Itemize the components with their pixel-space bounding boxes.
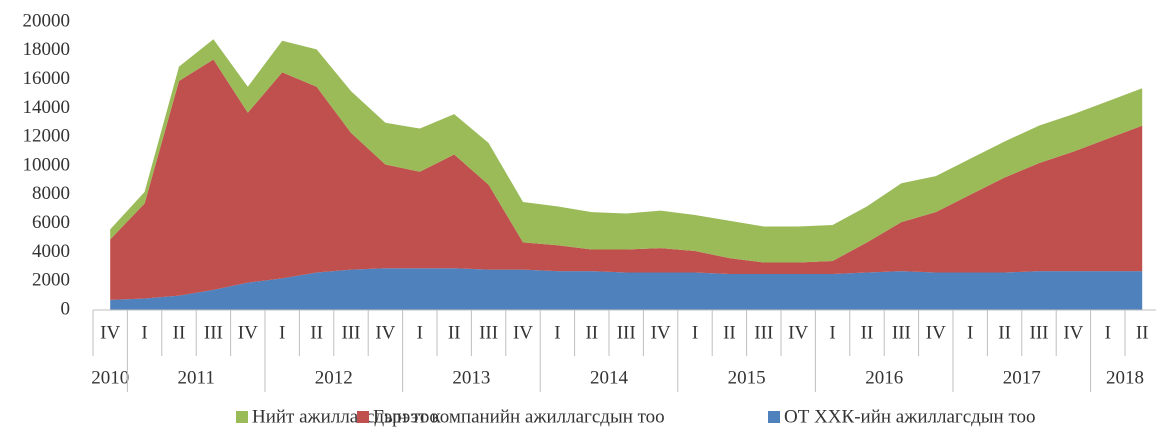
area bbox=[110, 39, 1143, 263]
year-label: 2018 bbox=[1106, 367, 1144, 388]
area bbox=[110, 268, 1143, 310]
x-tick-label: III bbox=[204, 322, 223, 343]
x-tick-label: II bbox=[173, 322, 186, 343]
x-tick-label: IV bbox=[513, 322, 533, 343]
x-tick-label: I bbox=[554, 322, 560, 343]
year-label: 2011 bbox=[178, 367, 215, 388]
x-tick-label: III bbox=[1030, 322, 1049, 343]
legend-label: Гэрээт компанийн ажиллагсдын тоо bbox=[373, 406, 665, 427]
y-tick-label: 6000 bbox=[32, 212, 70, 233]
legend-swatch bbox=[768, 411, 780, 423]
x-tick-label: II bbox=[861, 322, 874, 343]
x-tick-label: I bbox=[829, 322, 835, 343]
x-tick-label: IV bbox=[788, 322, 808, 343]
year-label: 2013 bbox=[452, 367, 490, 388]
x-tick-label: II bbox=[310, 322, 323, 343]
y-tick-label: 12000 bbox=[23, 126, 71, 147]
legend-swatch bbox=[236, 411, 248, 423]
x-tick-label: I bbox=[1105, 322, 1111, 343]
year-label: 2017 bbox=[1003, 367, 1041, 388]
legend-label: Нийт ажиллагсдын тоо bbox=[252, 406, 439, 427]
x-tick-label: IV bbox=[375, 322, 395, 343]
year-label: 2016 bbox=[865, 367, 903, 388]
y-tick-label: 8000 bbox=[32, 183, 70, 204]
x-tick-label: III bbox=[479, 322, 498, 343]
x-tick-label: III bbox=[342, 322, 361, 343]
x-tick-label: II bbox=[585, 322, 598, 343]
y-tick-label: 4000 bbox=[32, 241, 70, 262]
y-tick-label: 16000 bbox=[23, 68, 71, 89]
x-tick-label: II bbox=[723, 322, 736, 343]
x-tick-label: III bbox=[754, 322, 773, 343]
x-tick-label: IV bbox=[651, 322, 671, 343]
x-tick-label: I bbox=[692, 322, 698, 343]
legend-label: ОТ ХХК-ийн ажиллагсдын тоо bbox=[784, 406, 1036, 427]
x-tick-label: IV bbox=[100, 322, 120, 343]
x-tick-label: I bbox=[967, 322, 973, 343]
x-tick-label: II bbox=[1136, 322, 1149, 343]
x-tick-label: III bbox=[617, 322, 636, 343]
legend-swatch bbox=[357, 411, 369, 423]
y-tick-label: 2000 bbox=[32, 270, 70, 291]
x-tick-label: IV bbox=[1063, 322, 1083, 343]
y-tick-label: 10000 bbox=[23, 154, 71, 175]
year-label: 2014 bbox=[590, 367, 629, 388]
x-tick-label: I bbox=[279, 322, 285, 343]
x-tick-label: I bbox=[141, 322, 147, 343]
x-tick-label: IV bbox=[926, 322, 946, 343]
x-tick-label: I bbox=[417, 322, 423, 343]
year-label: 2012 bbox=[315, 367, 353, 388]
year-label: 2010 bbox=[91, 367, 129, 388]
x-tick-label: II bbox=[998, 322, 1011, 343]
y-tick-label: 14000 bbox=[23, 97, 71, 118]
area bbox=[110, 59, 1143, 300]
x-tick-label: IV bbox=[238, 322, 258, 343]
x-tick-label: III bbox=[892, 322, 911, 343]
year-label: 2015 bbox=[728, 367, 766, 388]
y-tick-label: 20000 bbox=[23, 10, 71, 31]
y-tick-label: 18000 bbox=[23, 39, 71, 60]
x-tick-label: II bbox=[448, 322, 461, 343]
y-tick-label: 0 bbox=[61, 298, 71, 319]
